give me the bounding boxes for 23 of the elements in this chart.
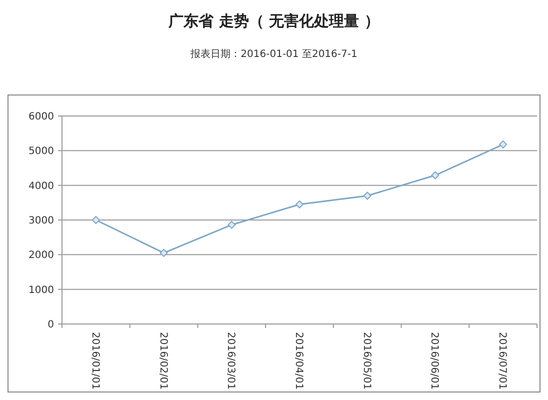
point [160, 248, 168, 257]
point [296, 200, 304, 208]
x-tick-label: 2016/07/01 [496, 332, 508, 390]
x-tick-label: 2016/02/01 [157, 332, 168, 390]
point [499, 140, 508, 148]
y-tick-label: 2000 [28, 250, 54, 262]
x-tick-label: 2016/01/01 [89, 332, 100, 390]
point [228, 220, 236, 229]
y-tick-label: 5000 [28, 146, 54, 158]
chart-subtitle: 报表日期：2016-01-01 至2016-7-1 [190, 48, 358, 60]
y-tick-label: 1000 [28, 284, 54, 296]
x-tick-label: 2016/03/01 [225, 332, 236, 390]
x-tick-label: 2016/05/01 [360, 332, 372, 390]
y-tick-label: 4000 [28, 180, 54, 192]
y-tick-label: 3000 [28, 216, 54, 226]
x-tick-label: 2016/06/01 [428, 332, 440, 390]
point [92, 216, 100, 224]
chart-title: 广东省 走势（ 无害化处理量 ） [168, 12, 380, 30]
y-tick-label: 0 [48, 320, 54, 330]
point [431, 171, 440, 180]
y-tick-label: 6000 [28, 112, 54, 122]
point [363, 192, 372, 200]
x-tick-label: 2016/04/01 [293, 332, 304, 390]
